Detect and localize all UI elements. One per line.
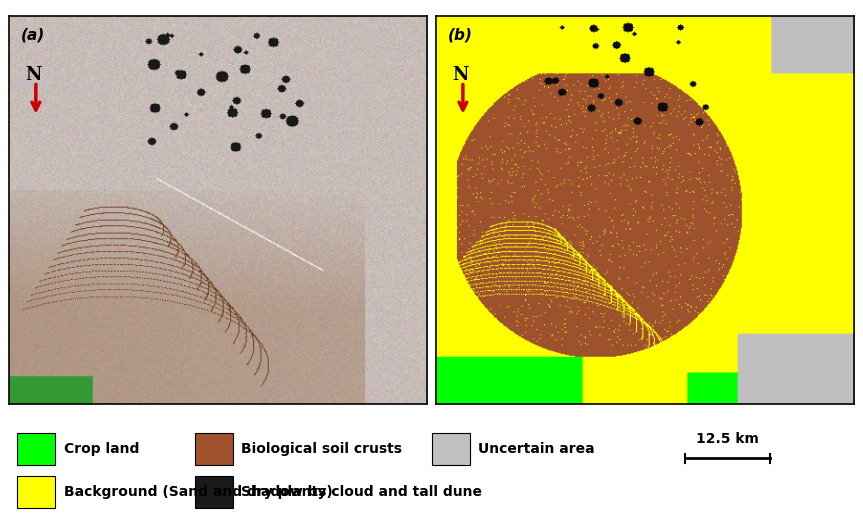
FancyBboxPatch shape [17,432,55,465]
Text: Biological soil crusts: Biological soil crusts [241,442,402,456]
Text: N: N [26,66,42,84]
Text: Uncertain area: Uncertain area [478,442,595,456]
Text: Crop land: Crop land [64,442,139,456]
Text: Background (Sand and dry plants): Background (Sand and dry plants) [64,485,332,499]
Text: Shadow by cloud and tall dune: Shadow by cloud and tall dune [241,485,482,499]
FancyBboxPatch shape [195,476,233,508]
Text: (b): (b) [448,27,473,42]
FancyBboxPatch shape [195,432,233,465]
Text: N: N [452,66,469,84]
FancyBboxPatch shape [17,476,55,508]
Text: 12.5 km: 12.5 km [696,432,759,446]
Text: (a): (a) [22,27,46,42]
FancyBboxPatch shape [432,432,469,465]
